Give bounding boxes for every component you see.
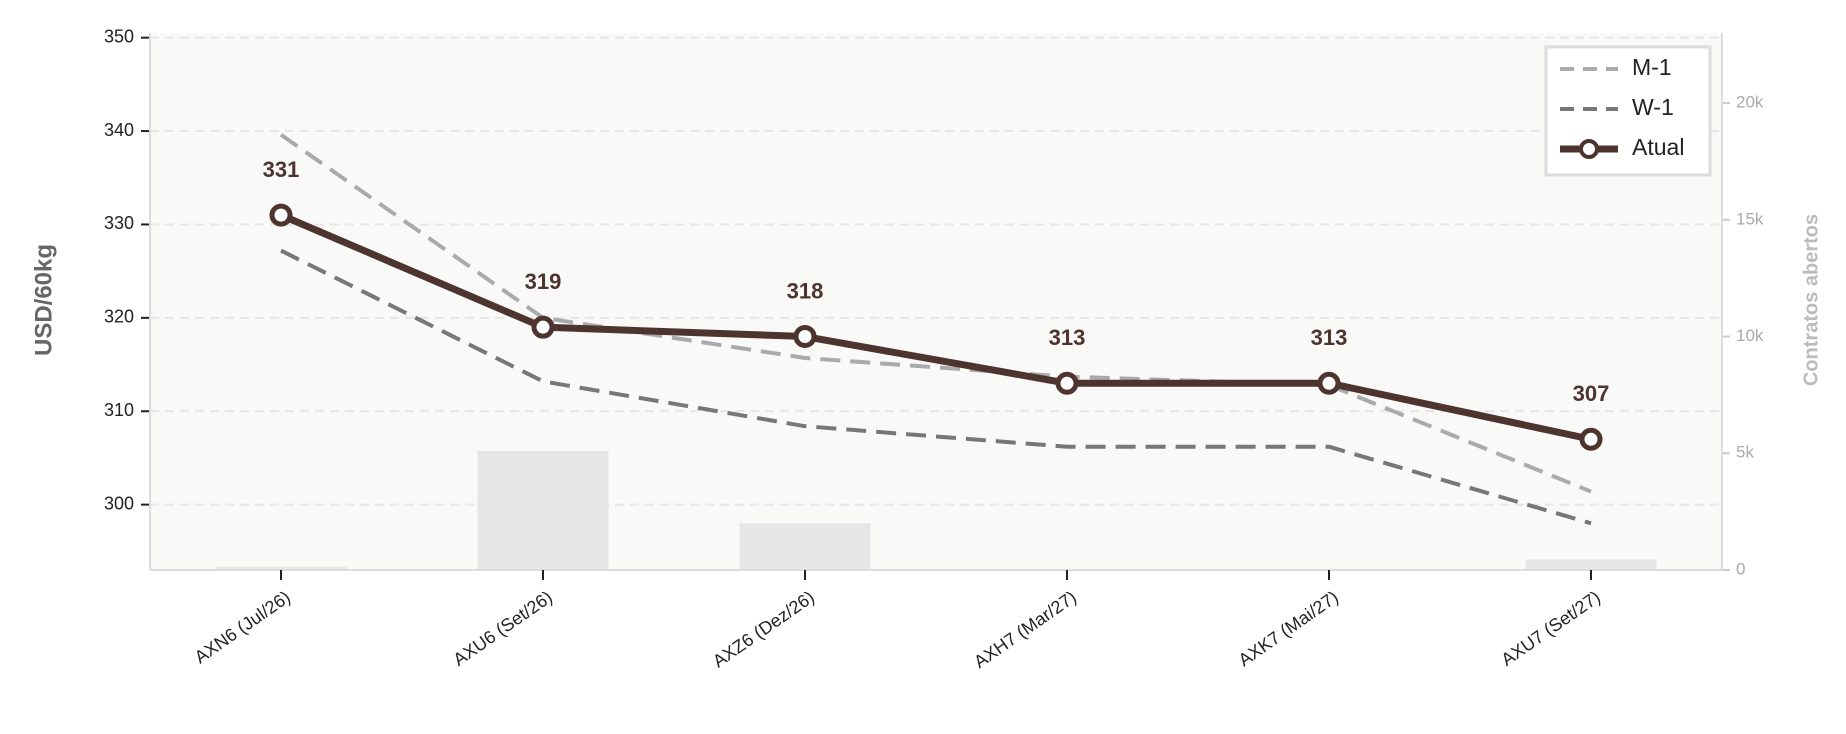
legend-label: Atual xyxy=(1632,134,1684,160)
x-tick-label: AXN6 (Jul/26) xyxy=(191,587,294,668)
x-tick-label: AXU6 (Set/26) xyxy=(449,587,556,670)
data-label: 331 xyxy=(263,157,300,182)
x-tick-label: AXK7 (Mai/27) xyxy=(1235,587,1342,671)
bar xyxy=(477,450,609,570)
marker xyxy=(1579,427,1603,451)
y-tick-label: 320 xyxy=(104,307,134,327)
plot-background xyxy=(150,33,1722,570)
bar xyxy=(1525,559,1657,570)
y2-tick-label: 0 xyxy=(1736,559,1745,578)
y2-tick-label: 20k xyxy=(1736,93,1764,112)
y2-axis-label: Contratos abertos xyxy=(1800,214,1822,386)
y2-tick-label: 15k xyxy=(1736,209,1764,228)
legend: M-1 W-1 Atual xyxy=(1544,45,1712,177)
legend-label: M-1 xyxy=(1632,54,1672,80)
line xyxy=(280,248,1592,526)
line xyxy=(279,133,1592,494)
y-tick-label: 340 xyxy=(104,120,134,140)
legend-label: W-1 xyxy=(1632,94,1674,120)
y-tick-label: 300 xyxy=(104,493,134,513)
marker xyxy=(269,203,293,227)
x-tick-label: AXZ6 (Dez/26) xyxy=(709,587,818,672)
line xyxy=(279,211,1592,443)
marker xyxy=(1317,371,1341,395)
x-tick-label: AXH7 (Mar/27) xyxy=(970,587,1080,672)
y-tick-label: 310 xyxy=(104,400,134,420)
y-axis-label: USD/60kg xyxy=(30,244,57,356)
y2-tick-label: 5k xyxy=(1736,443,1754,462)
x-tick-label: AXU7 (Set/27) xyxy=(1497,587,1604,670)
marker xyxy=(1055,371,1079,395)
y-tick-label: 350 xyxy=(104,26,134,46)
data-label: 319 xyxy=(525,269,562,294)
marker xyxy=(793,325,817,349)
marker xyxy=(531,315,555,339)
data-label: 313 xyxy=(1311,325,1348,350)
data-label: 318 xyxy=(787,278,824,303)
y-tick-label: 330 xyxy=(104,213,134,233)
bar xyxy=(215,566,347,570)
data-label: 313 xyxy=(1049,325,1086,350)
legend-marker xyxy=(1579,139,1599,159)
y2-tick-label: 10k xyxy=(1736,326,1764,345)
bar xyxy=(739,523,871,570)
data-label: 307 xyxy=(1573,381,1610,406)
